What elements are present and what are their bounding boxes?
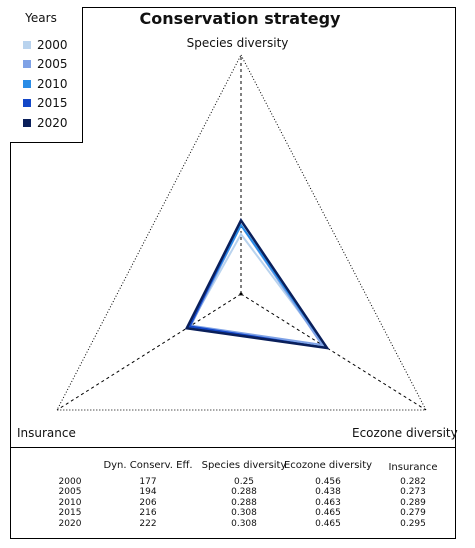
table-cell: 0.463 <box>315 497 341 508</box>
table-cell: 206 <box>139 497 157 508</box>
legend-swatch <box>23 60 31 68</box>
chart-title: Conservation strategy <box>139 9 341 28</box>
legend-item-2015: 2015 <box>23 96 68 110</box>
table-cell: 0.465 <box>315 518 341 529</box>
table-header-insurance: Insurance <box>388 462 438 473</box>
table-cell: 0.289 <box>400 497 426 508</box>
table-row-year: 2015 <box>58 508 82 519</box>
table-row-year: 2000 <box>58 477 82 487</box>
data-table-frame <box>10 447 456 539</box>
table-header-species-diversity: Species diversity <box>201 460 287 471</box>
table-cell: 0.282 <box>400 477 426 487</box>
outer-triangle <box>56 53 427 411</box>
legend-item-2000: 2000 <box>23 38 68 52</box>
table-cell: 0.308 <box>231 508 257 519</box>
legend-item-2020: 2020 <box>23 116 68 130</box>
spoke-1 <box>240 293 427 411</box>
table-cell: 0.465 <box>315 508 341 519</box>
table-cell: 0.295 <box>400 518 426 529</box>
table-row-year: 2010 <box>58 497 82 508</box>
table-header-dyn-conserv-eff: Dyn. Conserv. Eff. <box>103 460 193 471</box>
legend: Years 2000 2005 2010 2015 2020 <box>10 7 83 143</box>
table-cell: 0.273 <box>400 487 426 498</box>
legend-swatch <box>23 80 31 88</box>
table-cell: 194 <box>139 487 157 498</box>
table-row-year: 2005 <box>58 487 82 498</box>
table-cell: 0.279 <box>400 508 426 519</box>
table-header-ecozone-diversity: Ecozone diversity <box>283 460 373 471</box>
table-cell: 0.25 <box>233 477 255 487</box>
series-polygon-2020 <box>184 217 330 350</box>
table-cell: 0.288 <box>231 487 257 498</box>
legend-swatch <box>23 99 31 107</box>
legend-item-2010: 2010 <box>23 77 68 91</box>
table-row-year: 2020 <box>58 518 82 529</box>
legend-title: Years <box>25 11 57 25</box>
table-cell: 0.456 <box>315 477 341 487</box>
legend-label: 2015 <box>37 96 68 110</box>
legend-label: 2000 <box>37 38 68 52</box>
legend-swatch <box>23 41 31 49</box>
table-cell: 177 <box>139 477 157 487</box>
axis-label-species-diversity: Species diversity <box>186 36 289 50</box>
legend-item-2005: 2005 <box>23 57 68 71</box>
axis-label-insurance: Insurance <box>17 426 76 440</box>
legend-label: 2010 <box>37 77 68 91</box>
legend-label: 2005 <box>37 57 68 71</box>
legend-label: 2020 <box>37 116 68 130</box>
legend-swatch <box>23 119 31 127</box>
table-cell: 0.438 <box>315 487 341 498</box>
center-dot <box>239 292 243 296</box>
table-cell: 0.308 <box>231 518 257 529</box>
table-cell: 0.288 <box>231 497 257 508</box>
table-cell: 216 <box>139 508 157 519</box>
spoke-2 <box>56 293 242 411</box>
axis-label-ecozone-diversity: Ecozone diversity <box>352 426 458 440</box>
table-cell: 222 <box>139 518 157 529</box>
